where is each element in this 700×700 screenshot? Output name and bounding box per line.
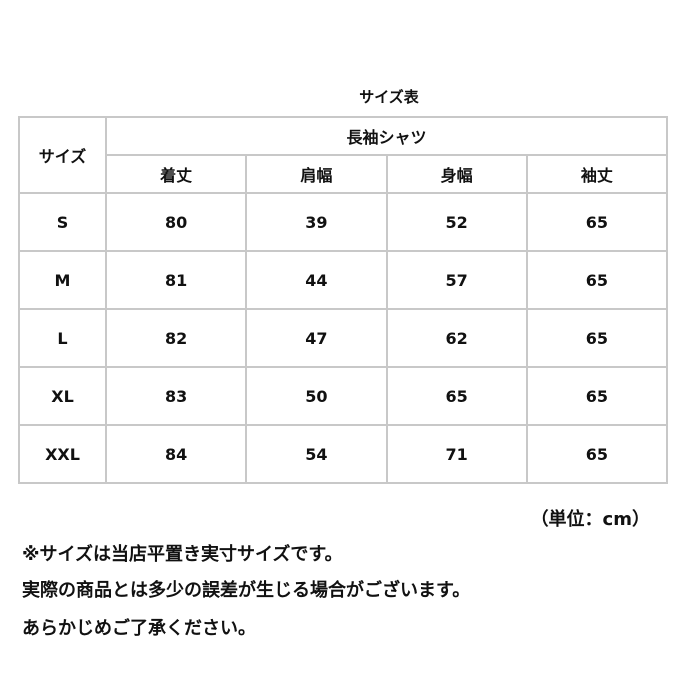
cell: 39 <box>245 192 388 252</box>
cell: 54 <box>245 424 388 484</box>
cell: 71 <box>385 424 528 484</box>
cell: 62 <box>385 308 528 368</box>
cell: 65 <box>385 366 528 426</box>
cell: 81 <box>104 250 248 310</box>
page-title: サイズ表 <box>359 88 419 106</box>
cell: 84 <box>104 424 248 484</box>
table-row: L 82 47 62 65 <box>18 308 669 368</box>
cell: 44 <box>245 250 388 310</box>
cell: 65 <box>525 250 669 310</box>
table-row: XL 83 50 65 65 <box>18 366 669 426</box>
cell: 65 <box>525 366 669 426</box>
note-line: ※サイズは当店平置き実寸サイズです。 <box>22 544 343 565</box>
table-row: XXL 84 54 71 65 <box>18 424 669 484</box>
size-cell: S <box>18 192 107 252</box>
column-header: 肩幅 <box>245 154 388 194</box>
note-line: あらかじめご了承ください。 <box>22 618 256 639</box>
cell: 52 <box>385 192 528 252</box>
cell: 82 <box>104 308 248 368</box>
table-row: M 81 44 57 65 <box>18 250 669 310</box>
size-table: サイズ 長袖シャツ 着丈 肩幅 身幅 袖丈 S 80 39 52 65 M 81 44 57 6… <box>18 116 669 484</box>
cell: 50 <box>245 366 388 426</box>
cell: 65 <box>525 424 669 484</box>
unit-label: （単位：cm） <box>530 509 650 530</box>
cell: 80 <box>104 192 248 252</box>
table-row: S 80 39 52 65 <box>18 192 669 252</box>
size-header: サイズ <box>18 116 107 194</box>
cell: 57 <box>385 250 528 310</box>
column-header: 袖丈 <box>525 154 669 194</box>
cell: 83 <box>104 366 248 426</box>
column-header: 着丈 <box>104 154 248 194</box>
size-cell: M <box>18 250 107 310</box>
note-line: 実際の商品とは多少の誤差が生じる場合がございます。 <box>22 580 471 601</box>
cell: 65 <box>525 192 669 252</box>
size-cell: XL <box>18 366 107 426</box>
cell: 47 <box>245 308 388 368</box>
cell: 65 <box>525 308 669 368</box>
size-cell: XXL <box>18 424 107 484</box>
size-cell: L <box>18 308 107 368</box>
group-header: 長袖シャツ <box>105 116 668 156</box>
column-header: 身幅 <box>385 154 528 194</box>
